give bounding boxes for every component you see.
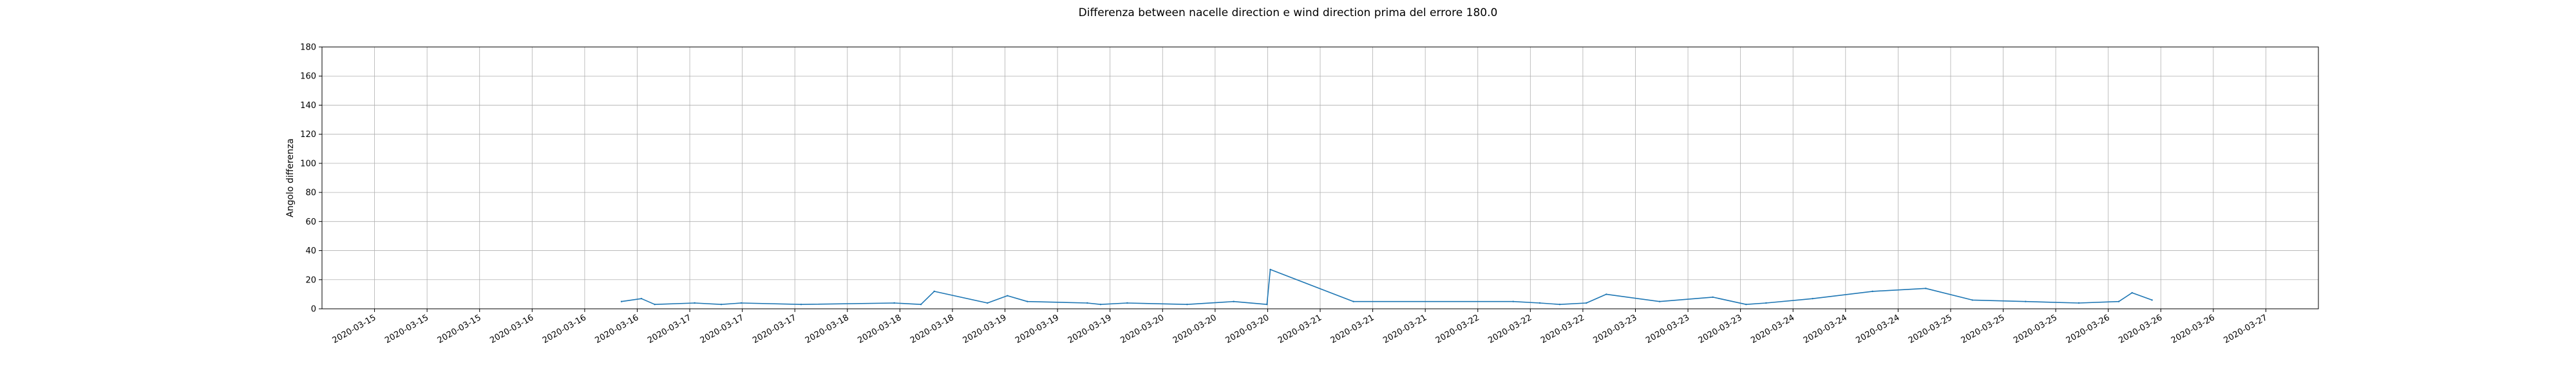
y-axis-label: Angolo differenza — [285, 138, 296, 217]
data-point — [694, 302, 696, 304]
chart-title: Differenza between nacelle direction e w… — [1079, 6, 1498, 19]
x-tick-label: 2020-03-16 — [541, 313, 588, 345]
data-point — [1007, 295, 1009, 297]
x-tick-label: 2020-03-20 — [1119, 313, 1166, 345]
x-axis-ticks: 2020-03-15 2020-03-15 2020-03-15 2020-03-16… — [331, 309, 2269, 345]
x-tick-label: 2020-03-17 — [751, 313, 798, 345]
x-tick-label: 2020-03-25 — [2012, 313, 2059, 345]
x-tick-label: 2020-03-20 — [1171, 313, 1218, 345]
y-tick-label: 0 — [311, 305, 316, 315]
y-tick-label: 60 — [305, 217, 316, 227]
x-tick-label: 2020-03-21 — [1276, 313, 1323, 345]
data-point — [1539, 302, 1541, 304]
x-tick-label: 2020-03-17 — [646, 313, 693, 345]
y-tick-label: 160 — [300, 72, 316, 82]
x-tick-label: 2020-03-23 — [1644, 313, 1691, 345]
x-tick-label: 2020-03-16 — [594, 313, 641, 345]
x-tick-label: 2020-03-19 — [961, 313, 1009, 345]
x-tick-label: 2020-03-19 — [1014, 313, 1061, 345]
data-point — [720, 304, 723, 306]
data-point — [920, 304, 922, 306]
y-tick-label: 180 — [300, 43, 316, 53]
data-point — [1712, 296, 1714, 299]
data-point — [1871, 290, 1873, 293]
x-tick-label: 2020-03-26 — [2065, 313, 2112, 345]
y-tick-label: 40 — [305, 246, 316, 256]
x-tick-label: 2020-03-25 — [1960, 313, 2007, 345]
y-tick-label: 120 — [300, 130, 316, 140]
x-tick-label: 2020-03-26 — [2170, 313, 2217, 345]
data-point — [1925, 288, 1927, 290]
x-tick-label: 2020-03-20 — [1224, 313, 1271, 345]
x-tick-label: 2020-03-18 — [856, 313, 903, 345]
x-tick-label: 2020-03-24 — [1802, 313, 1849, 345]
y-tick-label: 20 — [305, 275, 316, 285]
data-point — [1266, 304, 1268, 306]
data-point — [1558, 304, 1561, 306]
x-tick-label: 2020-03-15 — [383, 313, 430, 345]
data-point — [1586, 302, 1587, 304]
x-tick-label: 2020-03-22 — [1486, 313, 1533, 345]
y-tick-label: 80 — [305, 188, 316, 198]
data-point — [1233, 300, 1235, 302]
x-tick-label: 2020-03-19 — [1066, 313, 1113, 345]
data-point — [640, 297, 643, 300]
x-tick-label: 2020-03-21 — [1381, 313, 1428, 345]
x-tick-label: 2020-03-24 — [1854, 313, 1901, 345]
data-point — [1512, 300, 1514, 302]
data-point — [1186, 304, 1188, 306]
series-line — [621, 269, 2152, 306]
x-tick-label: 2020-03-23 — [1592, 313, 1639, 345]
data-point — [2078, 302, 2080, 304]
x-tick-label: 2020-03-15 — [331, 313, 378, 345]
data-point — [1269, 268, 1271, 271]
x-tick-label: 2020-03-22 — [1539, 313, 1586, 345]
data-point — [1658, 300, 1661, 302]
y-axis-ticks: 0 20 40 60 80 100 120 140 160 180 — [300, 43, 322, 315]
data-point — [1099, 304, 1102, 306]
data-point — [893, 302, 895, 304]
data-point — [933, 290, 935, 293]
x-tick-label: 2020-03-16 — [488, 313, 535, 345]
data-point — [1971, 299, 1973, 301]
x-tick-label: 2020-03-15 — [436, 313, 483, 345]
x-tick-label: 2020-03-17 — [699, 313, 746, 345]
data-point — [1027, 300, 1028, 302]
data-point — [1745, 304, 1747, 306]
series-layer — [620, 268, 2153, 306]
x-tick-label: 2020-03-22 — [1434, 313, 1481, 345]
data-point — [1605, 293, 1607, 295]
x-tick-label: 2020-03-26 — [2117, 313, 2164, 345]
data-point — [1765, 302, 1767, 304]
x-tick-label: 2020-03-23 — [1697, 313, 1744, 345]
data-point — [800, 304, 802, 306]
x-tick-label: 2020-03-18 — [804, 313, 851, 345]
data-point — [654, 304, 656, 306]
data-point — [2117, 300, 2120, 302]
data-point — [2131, 291, 2133, 294]
y-tick-label: 140 — [300, 101, 316, 111]
x-tick-label: 2020-03-25 — [1907, 313, 1954, 345]
x-tick-label: 2020-03-24 — [1749, 313, 1796, 345]
grid-lines — [322, 46, 2318, 309]
x-tick-label: 2020-03-18 — [909, 313, 956, 345]
data-point — [1126, 302, 1128, 304]
x-tick-label: 2020-03-27 — [2222, 313, 2269, 345]
data-point — [987, 302, 989, 304]
data-point — [2025, 300, 2027, 302]
data-point — [740, 302, 743, 304]
y-tick-label: 100 — [300, 159, 316, 169]
data-point — [2151, 299, 2153, 301]
data-point — [1812, 297, 1814, 300]
plot-frame — [321, 46, 2319, 309]
data-point — [1352, 300, 1354, 302]
x-tick-label: 2020-03-21 — [1329, 313, 1376, 345]
data-point — [1086, 302, 1088, 304]
data-point — [620, 300, 623, 302]
